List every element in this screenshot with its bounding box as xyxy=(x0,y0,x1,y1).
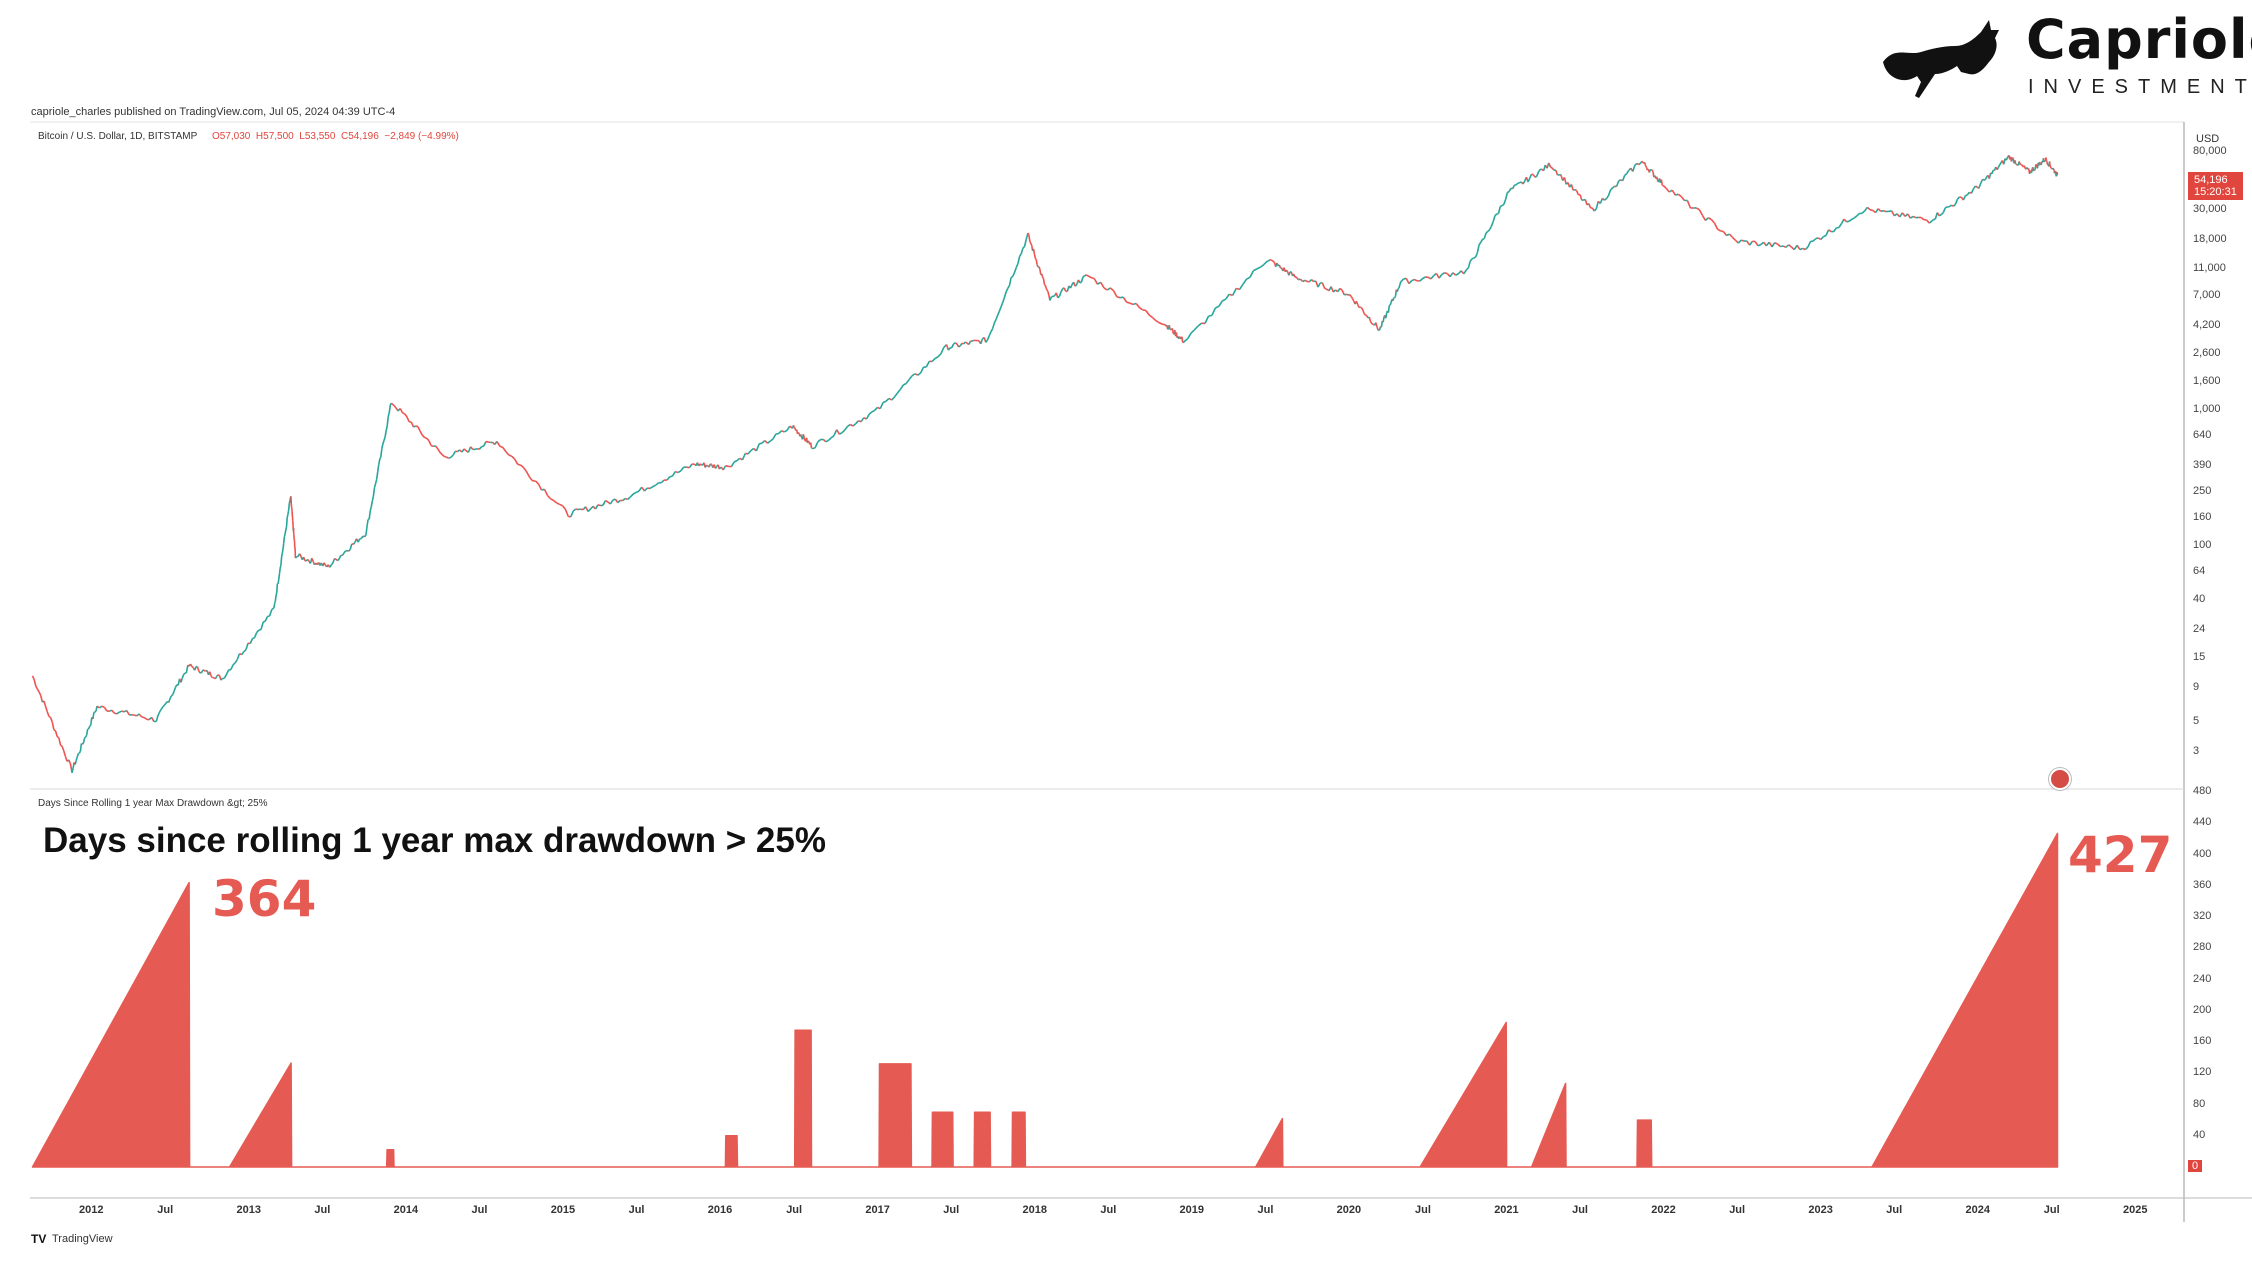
indicator-tick-label: 200 xyxy=(2193,1004,2211,1016)
time-tick-label: 2018 xyxy=(1023,1204,1047,1216)
left-callout-value: 364 xyxy=(212,870,316,928)
time-tick-label: 2012 xyxy=(79,1204,103,1216)
time-tick-label: 2015 xyxy=(551,1204,575,1216)
indicator-tick-label: 440 xyxy=(2193,816,2211,828)
time-tick-label: Jul xyxy=(2044,1204,2060,1216)
time-tick-label: 2021 xyxy=(1494,1204,1518,1216)
time-tick-label: Jul xyxy=(1572,1204,1588,1216)
time-tick-label: Jul xyxy=(472,1204,488,1216)
footer-logo: TradingView xyxy=(52,1233,113,1245)
indicator-tick-label: 0 xyxy=(2188,1160,2202,1172)
time-tick-label: 2019 xyxy=(1180,1204,1204,1216)
indicator-tick-label: 400 xyxy=(2193,848,2211,860)
time-tick-label: 2025 xyxy=(2123,1204,2147,1216)
time-tick-label: Jul xyxy=(314,1204,330,1216)
time-tick-label: Jul xyxy=(629,1204,645,1216)
time-tick-label: Jul xyxy=(786,1204,802,1216)
indicator-tick-label: 360 xyxy=(2193,879,2211,891)
tradingview-icon: TV xyxy=(31,1232,46,1246)
indicator-tick-label: 480 xyxy=(2193,785,2211,797)
drawdown-area xyxy=(33,833,2058,1167)
time-tick-label: 2020 xyxy=(1337,1204,1361,1216)
time-tick-label: Jul xyxy=(1415,1204,1431,1216)
indicator-tick-label: 160 xyxy=(2193,1035,2211,1047)
time-tick-label: Jul xyxy=(1729,1204,1745,1216)
indicator-tick-label: 80 xyxy=(2193,1098,2205,1110)
time-tick-label: 2013 xyxy=(237,1204,261,1216)
time-tick-label: 2017 xyxy=(865,1204,889,1216)
time-tick-label: 2014 xyxy=(394,1204,418,1216)
time-tick-label: 2024 xyxy=(1966,1204,1990,1216)
time-tick-label: Jul xyxy=(1886,1204,1902,1216)
indicator-tick-label: 120 xyxy=(2193,1066,2211,1078)
indicator-tick-label: 320 xyxy=(2193,910,2211,922)
time-tick-label: Jul xyxy=(943,1204,959,1216)
time-tick-label: 2023 xyxy=(1808,1204,1832,1216)
time-tick-label: Jul xyxy=(157,1204,173,1216)
time-tick-label: 2016 xyxy=(708,1204,732,1216)
indicator-tick-label: 240 xyxy=(2193,973,2211,985)
time-tick-label: Jul xyxy=(1258,1204,1274,1216)
right-callout-value: 427 xyxy=(2068,826,2172,884)
time-tick-label: 2022 xyxy=(1651,1204,1675,1216)
indicator-tick-label: 40 xyxy=(2193,1129,2205,1141)
indicator-tick-label: 280 xyxy=(2193,941,2211,953)
time-tick-label: Jul xyxy=(1100,1204,1116,1216)
